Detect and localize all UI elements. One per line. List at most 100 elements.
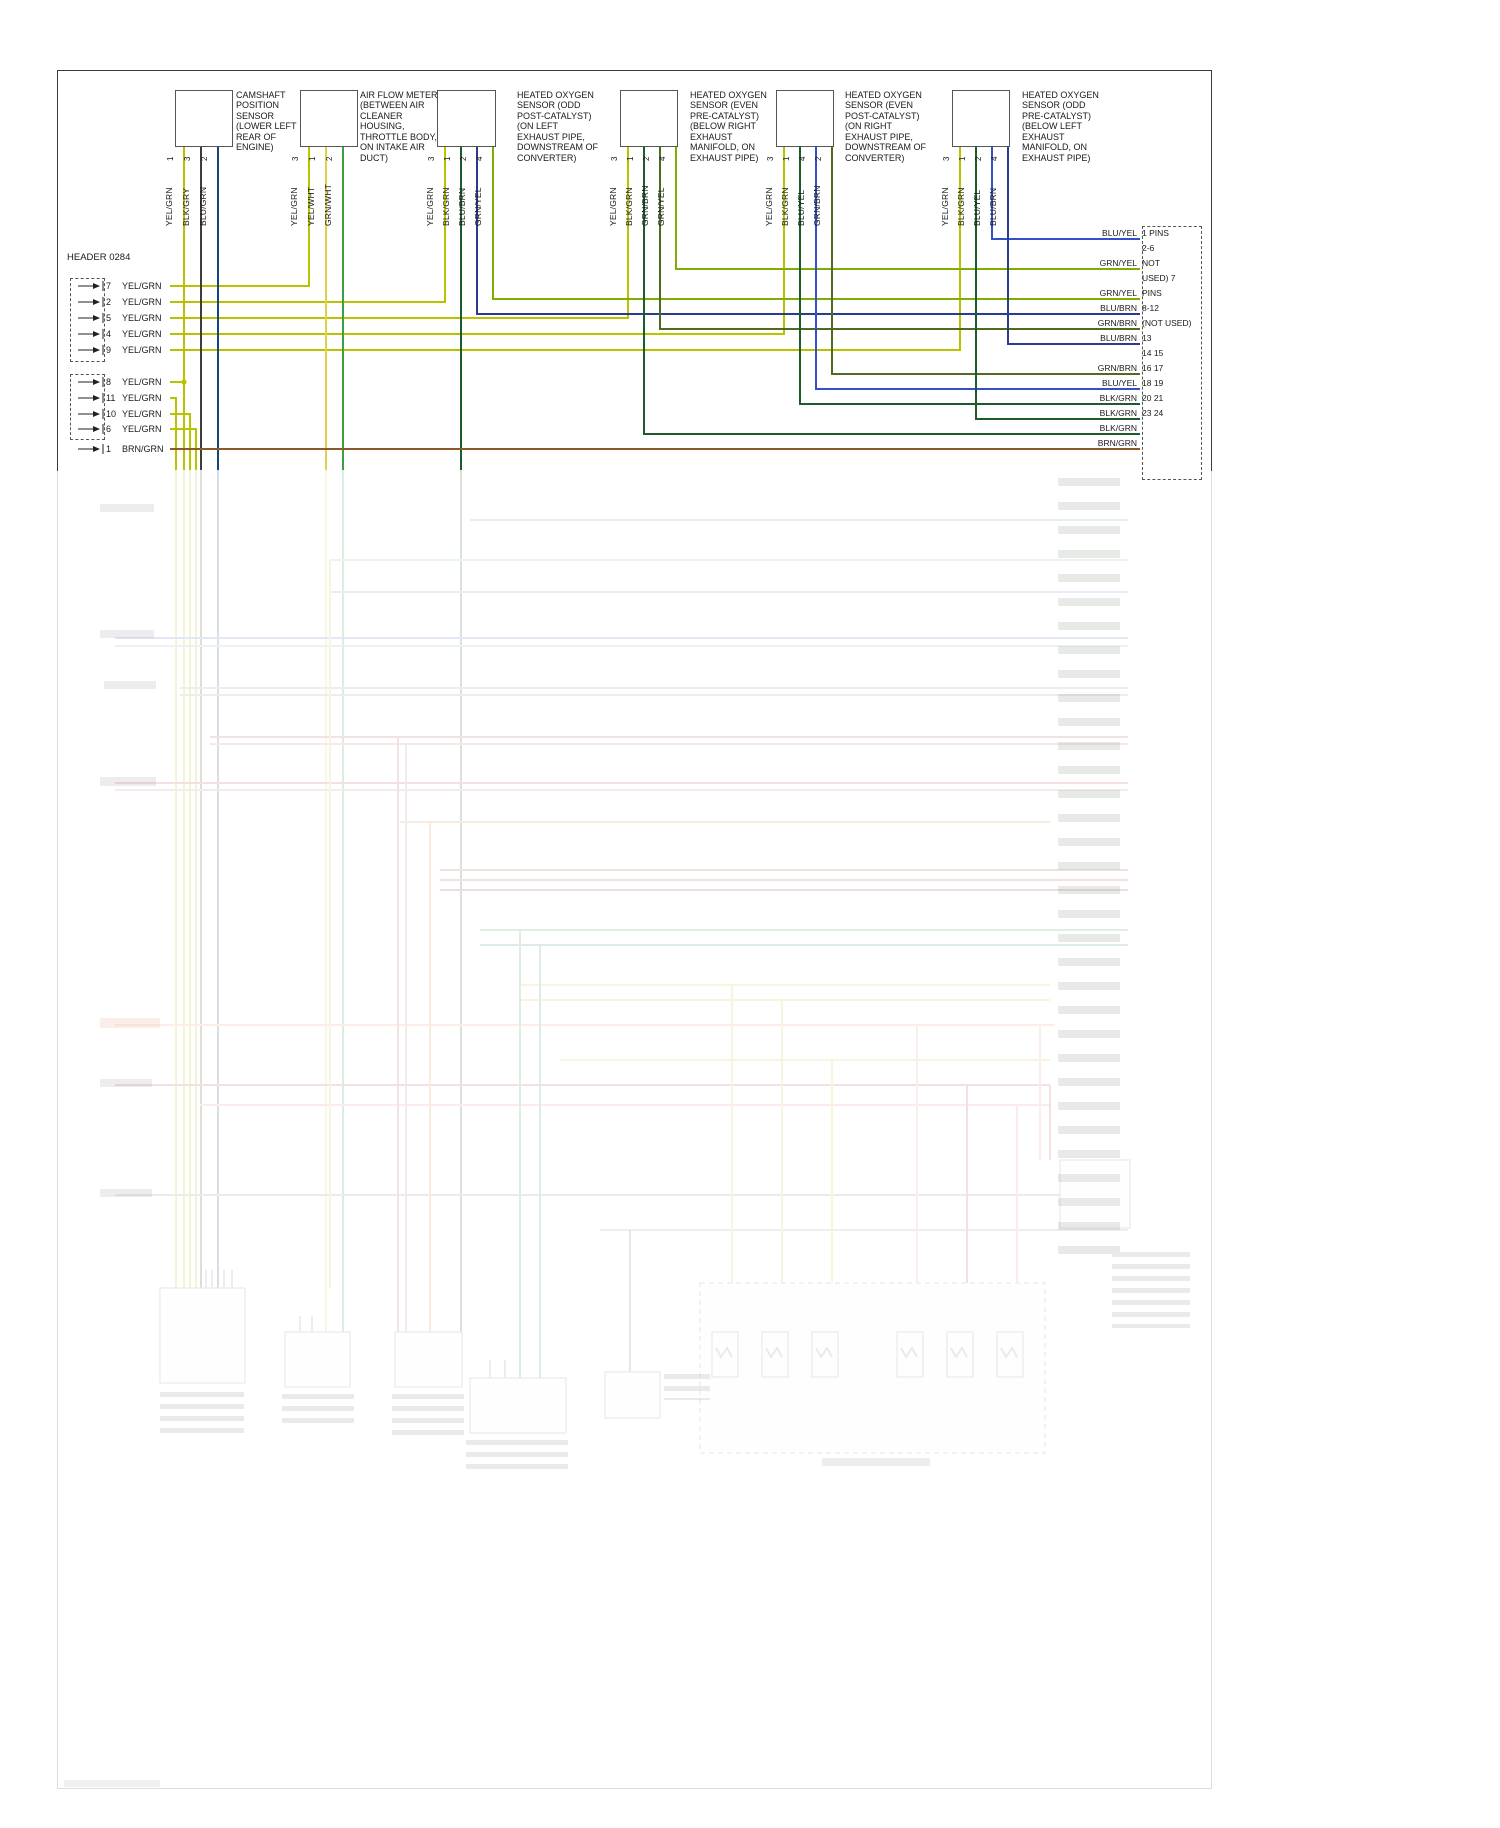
right-connector-row: BLU/BRN 13 bbox=[1040, 333, 1198, 343]
ghost-label bbox=[104, 681, 156, 689]
wire-color-label: BLK/GRN bbox=[1099, 393, 1137, 403]
air-flow-meter-label: AIR FLOW METER (BETWEEN AIR CLEANER HOUS… bbox=[360, 90, 438, 163]
header-pin-number: 9 bbox=[106, 345, 112, 355]
pin-note: 23 24 bbox=[1142, 408, 1164, 418]
pin-note: PINS bbox=[1142, 288, 1162, 298]
ghost-label bbox=[100, 1079, 152, 1087]
wire-color-label: GRN/YEL bbox=[1099, 288, 1137, 298]
pin-note: 20 21 bbox=[1142, 393, 1164, 403]
wire-color-label: BLU/YEL bbox=[1102, 378, 1137, 388]
right-connector-row: BLK/GRN 23 24 bbox=[1040, 408, 1198, 418]
header-wire-label: BRN/GRN bbox=[122, 444, 164, 454]
header-pin-row: 1 BRN/GRN bbox=[106, 444, 164, 454]
pin-note: NOT bbox=[1142, 258, 1160, 268]
header-pin-row: 9 YEL/GRN bbox=[106, 345, 162, 355]
ghost-label bbox=[100, 777, 156, 786]
ghost-label-column bbox=[1058, 478, 1120, 1258]
ghost-footnote bbox=[64, 1780, 160, 1787]
header-pin-number: 10 bbox=[106, 409, 117, 419]
header-connector-title: HEADER 0284 bbox=[67, 252, 131, 263]
o2-sensor-even-post-cat-label: HEATED OXYGEN SENSOR (EVEN POST-CATALYST… bbox=[845, 90, 926, 163]
header-pin-number: 2 bbox=[106, 297, 112, 307]
pin-note: (NOT USED) bbox=[1142, 318, 1192, 328]
pin-note: 14 15 bbox=[1142, 348, 1164, 358]
header-wire-label: YEL/GRN bbox=[122, 281, 162, 291]
right-connector-row: BLK/GRN bbox=[1040, 423, 1198, 433]
pin-note: 1 PINS bbox=[1142, 228, 1169, 238]
pin-note: 2-6 bbox=[1142, 243, 1155, 253]
header-pin-row: 7 YEL/GRN bbox=[106, 281, 162, 291]
wire-color-label: GRN/YEL bbox=[1099, 258, 1137, 268]
header-connector-group1-outline bbox=[70, 278, 105, 362]
right-connector-row: GRN/BRN 16 17 bbox=[1040, 363, 1198, 373]
ghost-label bbox=[100, 504, 154, 512]
right-connector-row: GRN/YEL NOT bbox=[1040, 258, 1198, 268]
ghost-caption bbox=[466, 1440, 568, 1476]
camshaft-position-sensor-label: CAMSHAFT POSITION SENSOR (LOWER LEFT REA… bbox=[236, 90, 297, 153]
pin-note: 13 bbox=[1142, 333, 1152, 343]
header-wire-label: YEL/GRN bbox=[122, 377, 162, 387]
ghost-caption bbox=[822, 1458, 930, 1466]
header-pin-number: 7 bbox=[106, 281, 112, 291]
header-wire-label: YEL/GRN bbox=[122, 393, 162, 403]
diagram-border-bottom bbox=[57, 470, 1212, 1789]
header-pin-row: 2 YEL/GRN bbox=[106, 297, 162, 307]
ghost-label bbox=[100, 630, 154, 638]
faded-wires bbox=[115, 470, 1131, 1454]
air-flow-meter-box bbox=[300, 90, 358, 147]
right-connector-row: BLU/YEL 1 PINS bbox=[1040, 228, 1198, 238]
header-pin-number: 11 bbox=[106, 393, 116, 403]
wire-color-label: GRN/BRN bbox=[1097, 363, 1137, 373]
header-pin-row: 10 YEL/GRN bbox=[106, 409, 162, 419]
header-pin-number: 8 bbox=[106, 377, 112, 387]
o2-sensor-even-pre-cat-label: HEATED OXYGEN SENSOR (EVEN PRE-CATALYST)… bbox=[690, 90, 767, 163]
header-wire-label: YEL/GRN bbox=[122, 297, 162, 307]
header-pin-row: 11 YEL/GRN bbox=[106, 393, 162, 403]
o2-sensor-odd-pre-cat-box bbox=[952, 90, 1010, 147]
right-connector-row: BLU/BRN 8-12 bbox=[1040, 303, 1198, 313]
header-arrows bbox=[78, 281, 104, 454]
ghost-label bbox=[100, 1018, 160, 1028]
header-pin-row: 8 YEL/GRN bbox=[106, 377, 162, 387]
right-connector-row: BLU/YEL 18 19 bbox=[1040, 378, 1198, 388]
wire-color-label: BRN/GRN bbox=[1097, 438, 1137, 448]
wire-color-label: BLU/BRN bbox=[1100, 303, 1137, 313]
header-pin-row: 5 YEL/GRN bbox=[106, 313, 162, 323]
diagram-border-top bbox=[57, 70, 1212, 471]
pin-note: 8-12 bbox=[1142, 303, 1160, 313]
pin-note: USED) 7 bbox=[1142, 273, 1176, 283]
ghost-caption bbox=[1112, 1252, 1190, 1328]
header-pin-row: 4 YEL/GRN bbox=[106, 329, 162, 339]
o2-sensor-odd-pre-cat-label: HEATED OXYGEN SENSOR (ODD PRE-CATALYST) … bbox=[1022, 90, 1099, 163]
wire-color-label: BLU/BRN bbox=[1100, 333, 1137, 343]
pin-note: 18 19 bbox=[1142, 378, 1164, 388]
right-connector-row: GRN/YEL PINS bbox=[1040, 288, 1198, 298]
header-wire-label: YEL/GRN bbox=[122, 313, 162, 323]
wire-color-label: BLU/YEL bbox=[1102, 228, 1137, 238]
o2-sensor-odd-post-cat-box bbox=[437, 90, 496, 147]
header-wire-label: YEL/GRN bbox=[122, 424, 162, 434]
wire-color-label: BLK/GRN bbox=[1099, 408, 1137, 418]
wire-color-label: GRN/BRN bbox=[1097, 318, 1137, 328]
right-connector-row: BRN/GRN bbox=[1040, 438, 1198, 448]
header-pin-row: 6 YEL/GRN bbox=[106, 424, 162, 434]
o2-sensor-odd-post-cat-label: HEATED OXYGEN SENSOR (ODD POST-CATALYST)… bbox=[517, 90, 598, 163]
header-wire-label: YEL/GRN bbox=[122, 409, 162, 419]
camshaft-position-sensor-box bbox=[175, 90, 233, 147]
ghost-caption bbox=[282, 1394, 354, 1430]
o2-sensor-even-pre-cat-box bbox=[620, 90, 678, 147]
header-pin-number: 5 bbox=[106, 313, 112, 323]
ghost-label bbox=[100, 1189, 152, 1197]
ghost-caption bbox=[664, 1374, 710, 1400]
right-connector-row: GRN/BRN (NOT USED) bbox=[1040, 318, 1198, 328]
right-connector-outline bbox=[1142, 226, 1202, 480]
header-wire-label: YEL/GRN bbox=[122, 329, 162, 339]
right-connector-row: USED) 7 bbox=[1040, 273, 1198, 283]
wires-clear bbox=[170, 145, 1140, 470]
wire-color-label: BLK/GRN bbox=[1099, 423, 1137, 433]
header-pin-number: 4 bbox=[106, 329, 112, 339]
o2-sensor-even-post-cat-box bbox=[776, 90, 834, 147]
ghost-caption bbox=[392, 1394, 464, 1440]
